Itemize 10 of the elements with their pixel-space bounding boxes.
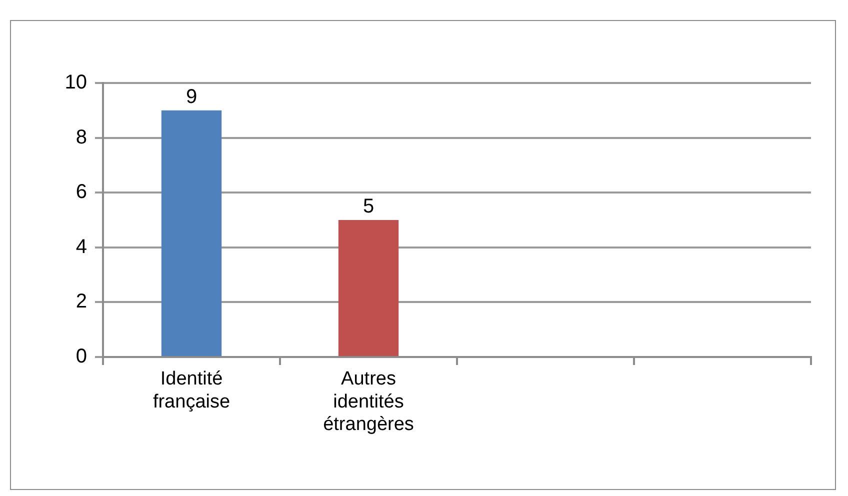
y-tick-label: 2 (76, 290, 87, 313)
x-tick-label: Autres identités étrangères (323, 368, 414, 436)
y-tick-label: 6 (76, 181, 87, 204)
y-tick-label: 10 (64, 72, 87, 94)
y-tick-label: 0 (76, 346, 87, 368)
x-tick-label: Identité française (152, 368, 230, 412)
data-label: 9 (186, 86, 198, 108)
y-tick-label: 8 (76, 126, 87, 148)
data-label: 5 (362, 196, 374, 218)
y-tick-label: 4 (76, 236, 87, 258)
